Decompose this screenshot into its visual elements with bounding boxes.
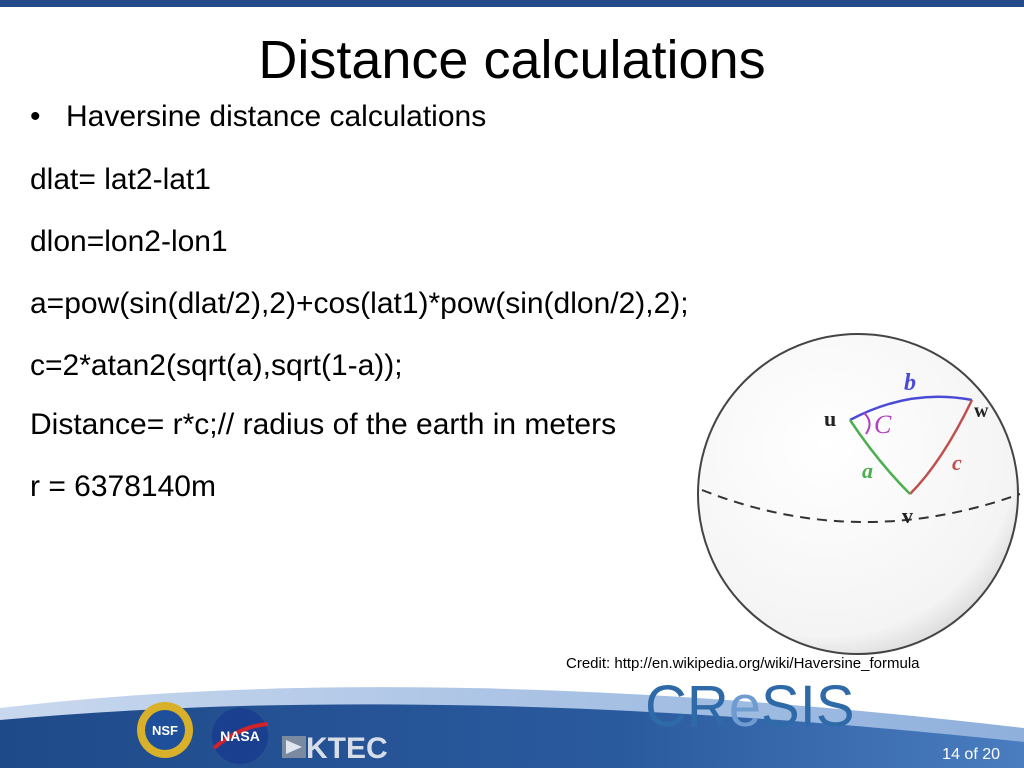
nsf-logo-text: NSF [152,723,178,738]
vertex-w-label: w [974,400,989,422]
bullet-item: • Haversine distance calculations [30,99,486,135]
sphere-outline [697,333,1019,655]
spherical-triangle-figure: u v w b c a C [697,333,1021,655]
top-accent-bar [0,0,1024,7]
equator-dashed [701,489,1021,524]
angle-C-arc [863,412,871,435]
image-credit: Credit: http://en.wikipedia.org/wiki/Hav… [566,655,920,672]
vertex-u-label: u [824,406,836,431]
formula-dlat: dlat= lat2-lat1 [30,163,211,196]
footer-banner: NSF NASA KTEC CReSIS [0,674,1024,768]
nasa-logo-text: NASA [220,728,260,744]
side-c-arc [909,399,974,495]
slide-title: Distance calculations [258,30,766,90]
ktec-logo: KTEC [282,732,388,765]
formula-radius: r = 6378140m [30,470,216,503]
bullet-text: Haversine distance calculations [66,100,487,133]
side-a-label: a [862,458,873,483]
vertex-v-label: v [902,503,913,528]
formula-a: a=pow(sin(dlat/2),2)+cos(lat1)*pow(sin(d… [30,287,689,320]
page-number: 14 of 20 [942,746,1000,763]
formula-dlon: dlon=lon2-lon1 [30,225,228,258]
nasa-logo: NASA [212,708,269,764]
cresis-logo-text: CReSIS [645,674,855,739]
nsf-logo: NSF [137,702,193,758]
formula-distance: Distance= r*c;// radius of the earth in … [30,408,617,441]
cresis-logo: CReSIS [645,674,855,739]
angle-C-label: C [874,410,892,439]
side-a-arc [848,419,911,495]
formula-c: c=2*atan2(sqrt(a),sqrt(1-a)); [30,349,403,382]
side-b-label: b [904,370,916,396]
side-c-label: c [952,450,962,475]
bullet-dot-icon: • [30,100,41,133]
ktec-logo-text: KTEC [306,732,388,765]
side-b-arc [849,395,973,422]
